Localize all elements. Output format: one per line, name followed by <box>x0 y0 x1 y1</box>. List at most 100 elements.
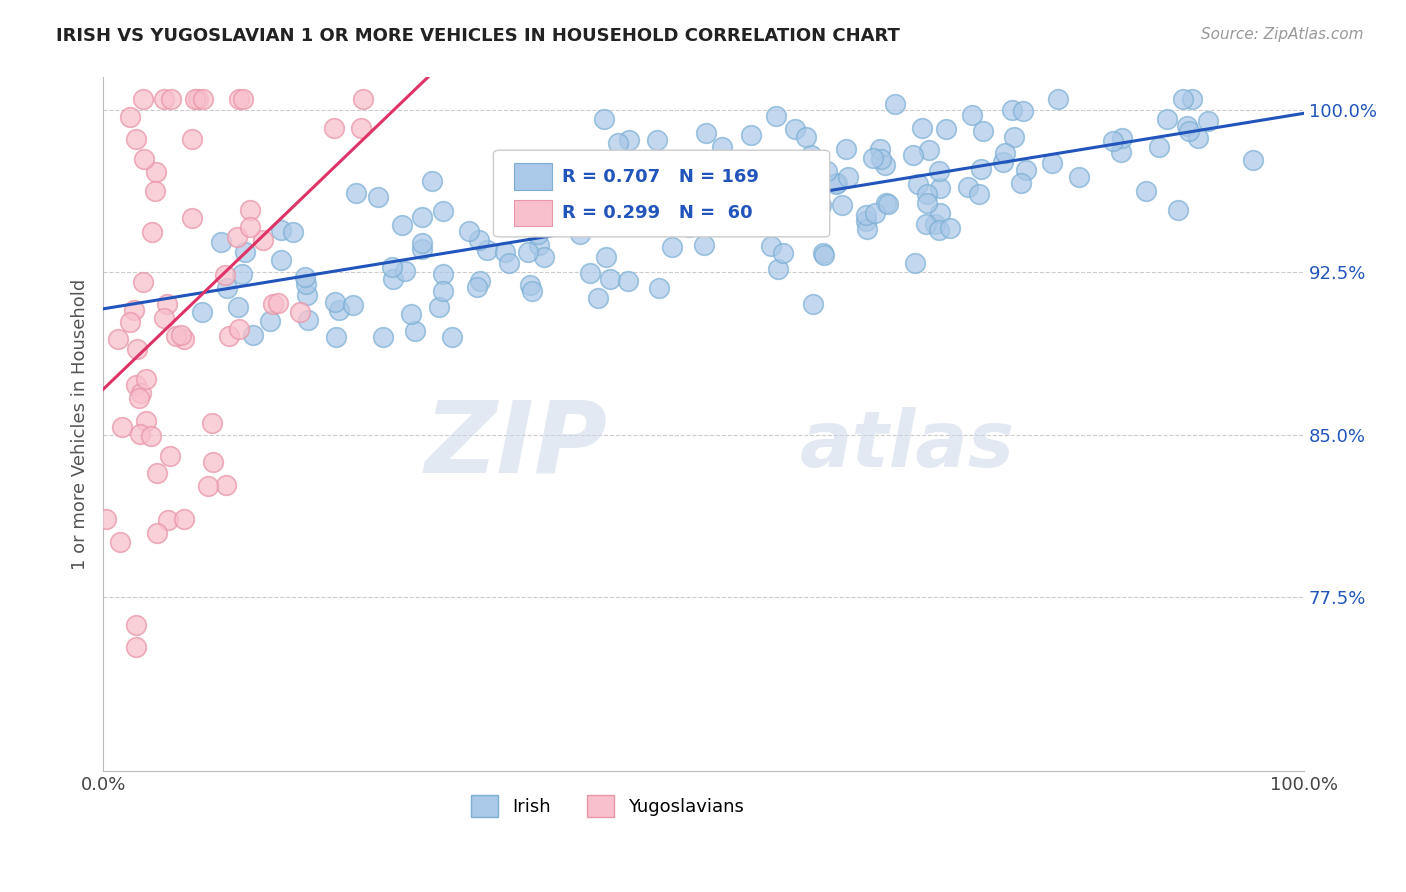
Point <box>831 198 853 212</box>
Point <box>468 233 491 247</box>
Point <box>761 238 783 252</box>
Point <box>432 204 454 219</box>
Point <box>527 238 550 252</box>
Point <box>159 92 181 106</box>
Point <box>929 206 952 220</box>
Point <box>1011 104 1033 119</box>
Point <box>645 133 668 147</box>
Point <box>165 329 187 343</box>
Point <box>534 212 557 227</box>
Point <box>156 513 179 527</box>
Point <box>145 525 167 540</box>
Point <box>593 112 616 127</box>
Text: IRISH VS YUGOSLAVIAN 1 OR MORE VEHICLES IN HOUSEHOLD CORRELATION CHART: IRISH VS YUGOSLAVIAN 1 OR MORE VEHICLES … <box>56 27 900 45</box>
Point <box>562 194 585 209</box>
Point <box>322 120 344 135</box>
Point <box>1187 131 1209 145</box>
Point <box>792 193 814 207</box>
Point <box>432 285 454 299</box>
Point <box>228 92 250 106</box>
Point <box>125 132 148 146</box>
Point <box>1241 153 1264 168</box>
Point <box>586 291 609 305</box>
Point <box>1002 130 1025 145</box>
Point <box>135 371 157 385</box>
Point <box>404 325 426 339</box>
Point <box>323 295 346 310</box>
Point <box>935 121 957 136</box>
Point <box>233 244 256 259</box>
Point <box>141 225 163 239</box>
Point <box>270 252 292 267</box>
Point <box>1010 176 1032 190</box>
Point <box>411 243 433 257</box>
Point <box>924 217 946 231</box>
Point <box>749 184 772 198</box>
Point <box>765 109 787 123</box>
Point <box>695 126 717 140</box>
Point <box>191 92 214 106</box>
Point <box>825 177 848 191</box>
Point <box>228 322 250 336</box>
Point <box>215 281 238 295</box>
Point <box>294 270 316 285</box>
Point <box>498 256 520 270</box>
Point <box>661 240 683 254</box>
Point <box>145 165 167 179</box>
Point <box>557 214 579 228</box>
Point <box>569 227 592 241</box>
Point <box>740 128 762 142</box>
Point <box>391 218 413 232</box>
Point <box>595 250 617 264</box>
Point <box>591 192 613 206</box>
Point <box>1156 112 1178 126</box>
Point <box>129 427 152 442</box>
Point <box>399 307 422 321</box>
Point <box>470 274 492 288</box>
Point <box>918 144 941 158</box>
Point <box>693 171 716 186</box>
Point <box>579 266 602 280</box>
Point <box>810 198 832 212</box>
Point <box>239 219 262 234</box>
Point <box>288 305 311 319</box>
Point <box>1197 114 1219 128</box>
Point <box>607 218 630 232</box>
Point <box>928 223 950 237</box>
Point <box>184 92 207 106</box>
Point <box>914 218 936 232</box>
Point <box>143 184 166 198</box>
Point <box>591 170 613 185</box>
Point <box>877 197 900 211</box>
Point <box>808 170 831 185</box>
Point <box>132 92 155 106</box>
Point <box>911 121 934 136</box>
Point <box>960 108 983 122</box>
Point <box>494 244 516 259</box>
Point <box>191 305 214 319</box>
Point <box>808 201 831 215</box>
Point <box>835 142 858 156</box>
Point <box>1175 120 1198 134</box>
Point <box>799 158 821 172</box>
Point <box>740 167 762 181</box>
Point <box>550 206 572 220</box>
Point <box>281 225 304 239</box>
Text: Source: ZipAtlas.com: Source: ZipAtlas.com <box>1201 27 1364 42</box>
Point <box>972 124 994 138</box>
Point <box>1149 140 1171 154</box>
Text: ZIP: ZIP <box>425 396 607 493</box>
Point <box>170 327 193 342</box>
Point <box>700 194 723 209</box>
Point <box>567 190 589 204</box>
Point <box>1135 184 1157 198</box>
Point <box>125 640 148 654</box>
Point <box>928 181 950 195</box>
Point <box>1111 130 1133 145</box>
Point <box>215 478 238 492</box>
Point <box>232 92 254 106</box>
Point <box>901 148 924 162</box>
Point <box>785 122 807 136</box>
Point <box>371 330 394 344</box>
Point <box>561 192 583 206</box>
